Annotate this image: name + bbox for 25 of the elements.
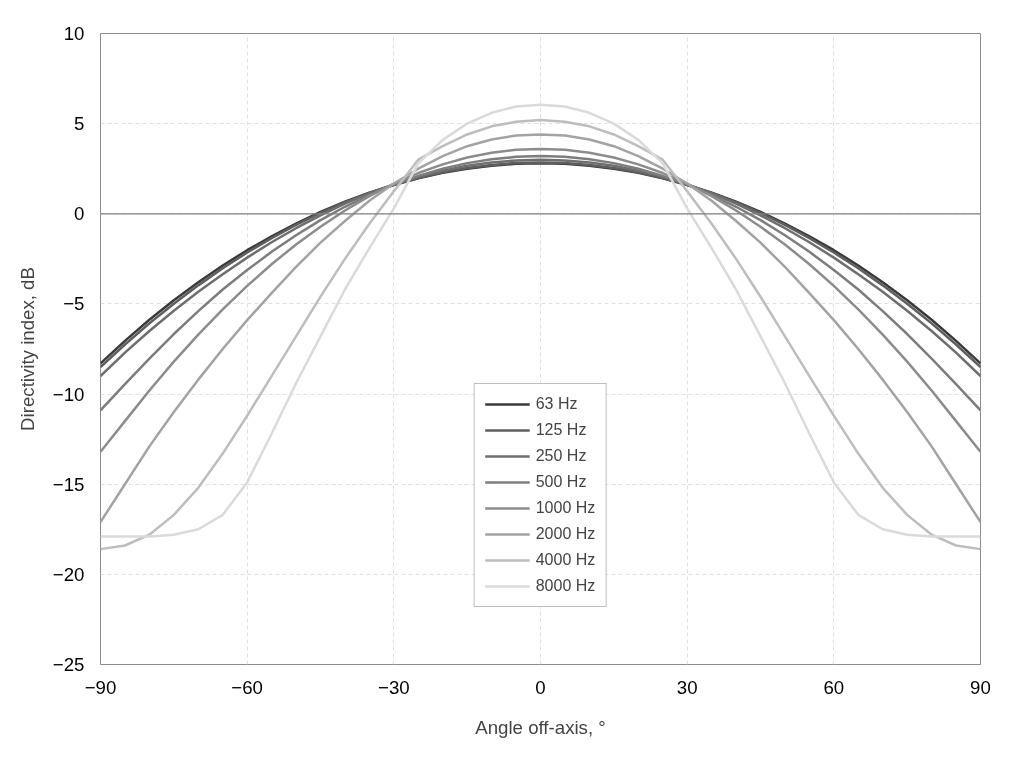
y-tick-label: 0 (74, 203, 85, 225)
y-tick-label: 10 (63, 23, 85, 44)
legend-label: 2000 Hz (535, 525, 596, 543)
legend-label: 500 Hz (535, 473, 587, 491)
y-tick-label: −25 (52, 654, 85, 675)
legend-label: 63 Hz (535, 395, 578, 413)
x-tick-label: 60 (823, 676, 845, 698)
x-tick-label: 0 (535, 676, 546, 698)
x-tick-label: −90 (84, 676, 117, 698)
x-tick-label: 90 (970, 676, 991, 698)
y-tick-label: −10 (52, 383, 85, 405)
legend-label: 125 Hz (535, 421, 587, 439)
y-axis-title: Directivity index, dB (16, 267, 38, 431)
y-tick-label: 5 (74, 113, 85, 135)
legend-label: 1000 Hz (535, 499, 596, 517)
x-tick-label: −30 (378, 676, 410, 698)
y-tick-label: −5 (63, 293, 85, 315)
legend-label: 8000 Hz (535, 577, 596, 595)
legend-label: 4000 Hz (535, 551, 596, 569)
x-axis-title: Angle off-axis, ° (475, 716, 606, 738)
y-tick-label: −20 (52, 563, 85, 585)
x-tick-label: −60 (231, 676, 263, 698)
x-tick-label: 30 (676, 676, 698, 698)
legend-label: 250 Hz (535, 447, 587, 465)
y-tick-label: −15 (52, 473, 85, 495)
